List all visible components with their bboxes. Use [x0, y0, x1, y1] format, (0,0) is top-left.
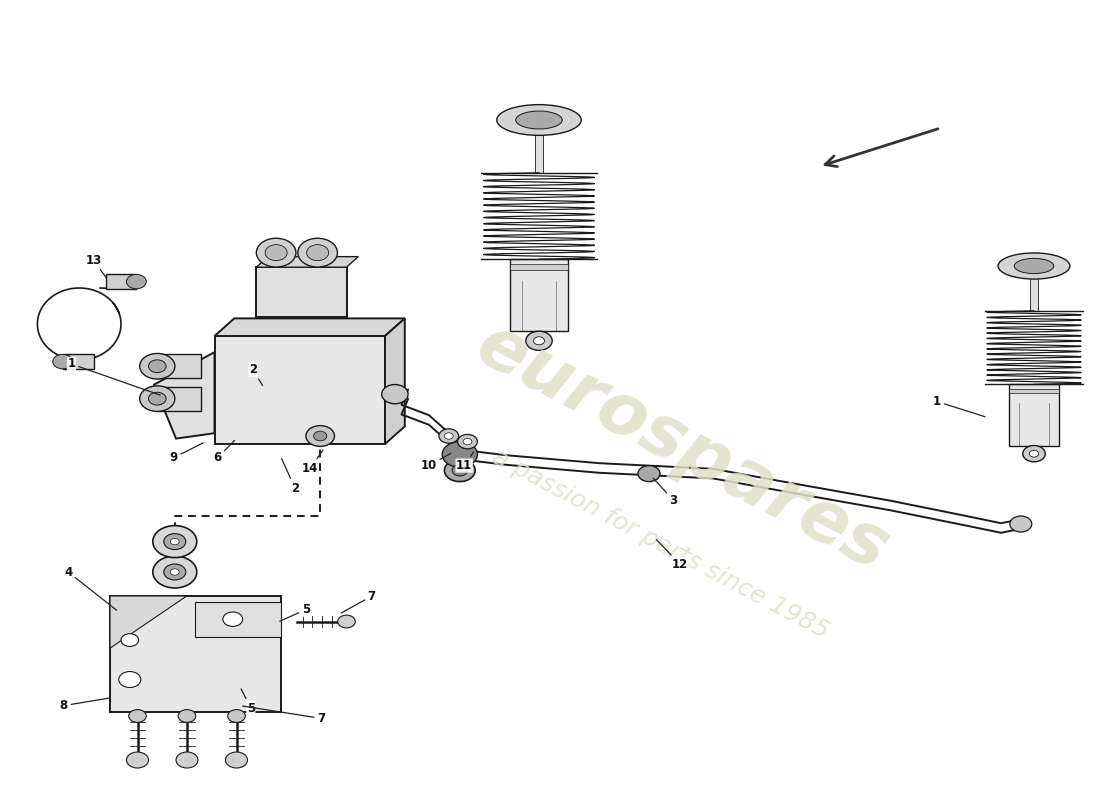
Circle shape: [526, 331, 552, 350]
Circle shape: [1030, 450, 1038, 457]
Circle shape: [638, 466, 660, 482]
Polygon shape: [154, 352, 215, 438]
Bar: [510, 264, 568, 270]
Circle shape: [228, 710, 245, 722]
Bar: [157, 354, 201, 378]
Circle shape: [170, 538, 179, 545]
Circle shape: [1023, 446, 1045, 462]
Circle shape: [298, 238, 338, 267]
Ellipse shape: [1014, 258, 1054, 274]
Circle shape: [442, 442, 477, 467]
Polygon shape: [196, 602, 280, 637]
Text: 5: 5: [241, 689, 255, 714]
Text: 1: 1: [933, 395, 986, 417]
Circle shape: [148, 360, 166, 373]
Circle shape: [153, 526, 197, 558]
Circle shape: [382, 385, 408, 404]
Text: a passion for parts since 1985: a passion for parts since 1985: [487, 445, 833, 643]
Bar: [1031, 277, 1037, 311]
Ellipse shape: [998, 253, 1070, 279]
Text: 14: 14: [302, 450, 323, 474]
Bar: [157, 386, 201, 410]
Circle shape: [153, 556, 197, 588]
Text: eurospares: eurospares: [464, 310, 900, 586]
Circle shape: [126, 752, 148, 768]
Text: 2: 2: [249, 363, 263, 386]
Text: 3: 3: [653, 478, 678, 506]
Circle shape: [126, 274, 146, 289]
Bar: [214, 336, 385, 444]
Text: 5: 5: [279, 603, 310, 622]
Circle shape: [444, 459, 475, 482]
Text: 6: 6: [213, 440, 234, 464]
Circle shape: [338, 615, 355, 628]
Text: 4: 4: [64, 566, 117, 610]
Circle shape: [140, 386, 175, 411]
Text: 7: 7: [341, 590, 376, 613]
Circle shape: [53, 354, 73, 369]
Polygon shape: [256, 257, 359, 267]
Circle shape: [170, 569, 179, 575]
Circle shape: [176, 752, 198, 768]
Circle shape: [178, 710, 196, 722]
Circle shape: [164, 534, 186, 550]
Circle shape: [256, 238, 296, 267]
Text: 9: 9: [169, 443, 204, 464]
Circle shape: [307, 245, 329, 261]
Polygon shape: [214, 318, 405, 336]
Bar: [256, 267, 346, 317]
Bar: [110, 596, 280, 712]
Text: 10: 10: [421, 454, 451, 472]
Text: 12: 12: [657, 540, 688, 570]
Bar: [1010, 384, 1058, 446]
Bar: [63, 354, 94, 369]
Circle shape: [439, 429, 459, 443]
Circle shape: [140, 354, 175, 379]
Polygon shape: [110, 596, 187, 648]
Bar: [510, 259, 568, 331]
Bar: [1010, 389, 1058, 394]
Text: 8: 8: [59, 698, 110, 712]
Circle shape: [534, 337, 544, 345]
Text: 11: 11: [456, 452, 474, 472]
Ellipse shape: [497, 105, 581, 135]
Circle shape: [265, 245, 287, 261]
Text: 1: 1: [67, 358, 161, 395]
Circle shape: [119, 671, 141, 687]
Bar: [535, 133, 543, 173]
Circle shape: [463, 438, 472, 445]
Circle shape: [444, 433, 453, 439]
Circle shape: [121, 634, 139, 646]
Circle shape: [164, 564, 186, 580]
Circle shape: [148, 392, 166, 405]
Polygon shape: [385, 318, 405, 444]
Circle shape: [129, 710, 146, 722]
Circle shape: [223, 612, 243, 626]
Bar: [106, 274, 136, 289]
Text: 13: 13: [86, 254, 107, 278]
Text: 2: 2: [282, 458, 299, 494]
Text: 7: 7: [242, 706, 326, 725]
Circle shape: [452, 465, 468, 476]
Circle shape: [226, 752, 248, 768]
Circle shape: [314, 431, 327, 441]
Circle shape: [1010, 516, 1032, 532]
Ellipse shape: [516, 111, 562, 129]
Circle shape: [306, 426, 334, 446]
Circle shape: [458, 434, 477, 449]
